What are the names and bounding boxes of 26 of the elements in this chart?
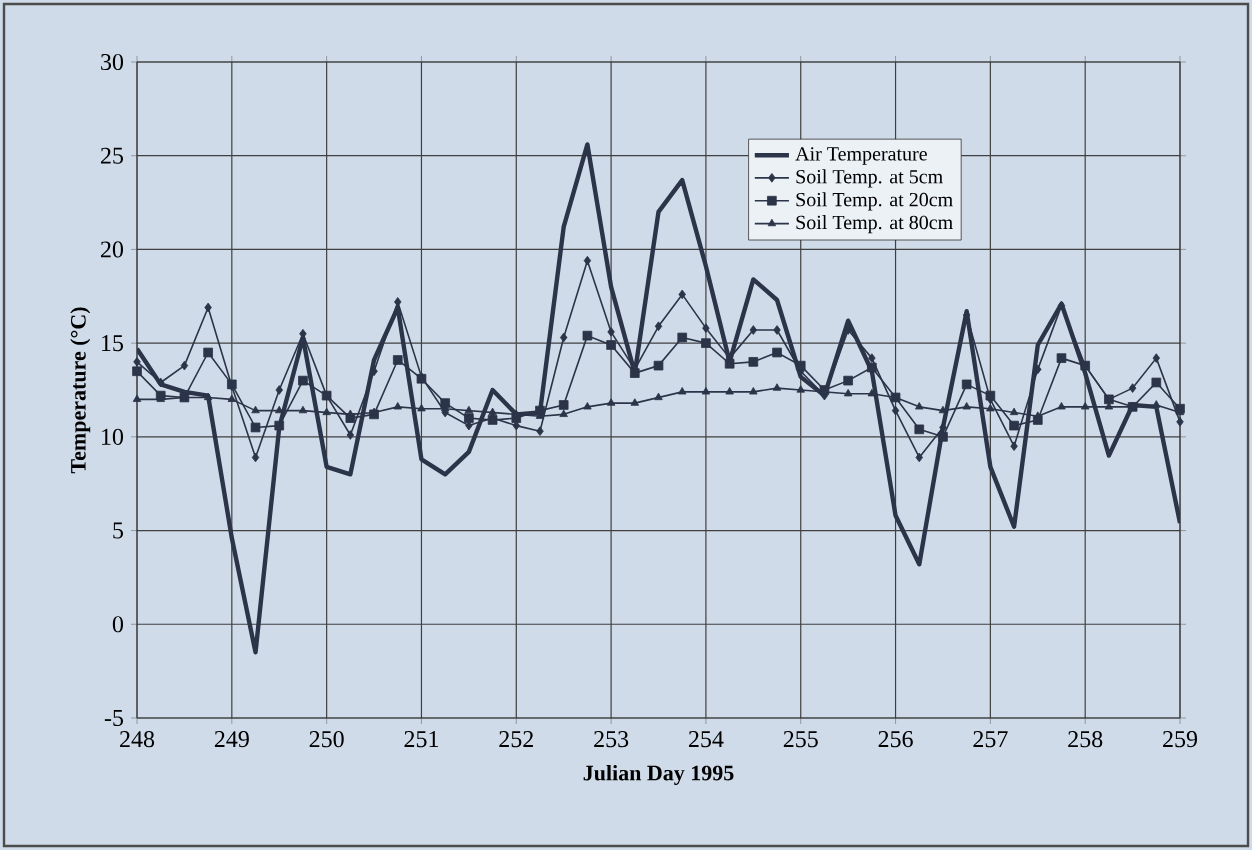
x-tick-label: 255 — [783, 731, 818, 748]
y-tick-label: 20 — [101, 241, 124, 258]
y-tick-label: 0 — [112, 616, 124, 633]
y-tick-label: 30 — [101, 53, 124, 71]
x-tick-label: 258 — [1068, 731, 1103, 748]
x-tick-label: 248 — [120, 731, 155, 748]
x-tick-label: 259 — [1163, 731, 1198, 748]
legend-label: Soil Temp. at 5cm — [796, 169, 943, 188]
x-tick-label: 249 — [214, 731, 249, 748]
y-tick-label: 5 — [113, 522, 124, 539]
y-tick-label: -5 — [104, 710, 124, 726]
y-tick-label: 15 — [102, 335, 124, 352]
x-tick-label: 250 — [309, 731, 344, 748]
x-axis-title: Julian Day 1995 — [583, 765, 734, 785]
x-tick-label: 256 — [878, 731, 913, 748]
x-tick-label: 251 — [404, 731, 439, 748]
x-tick-label: 257 — [973, 731, 1008, 748]
legend-label: Soil Temp. at 20cm — [796, 192, 953, 211]
y-tick-label: 25 — [101, 147, 124, 164]
y-tick-label: 10 — [102, 428, 124, 445]
legend-label: Air Temperature — [795, 147, 927, 165]
x-tick-label: 253 — [594, 731, 629, 748]
x-tick-label: 254 — [688, 731, 724, 748]
y-axis-title: Temperature (°C) — [70, 307, 91, 474]
x-tick-label: 252 — [499, 731, 533, 748]
legend-label: Soil Temp. at 80cm — [796, 215, 953, 234]
